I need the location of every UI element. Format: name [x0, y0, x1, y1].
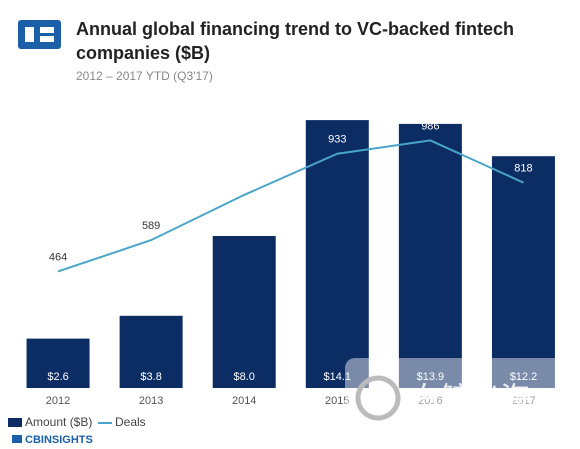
x-tick-label: 2012: [46, 395, 70, 407]
x-tick-label: 2015: [325, 395, 349, 407]
data-label: 933: [328, 134, 346, 146]
x-tick-label: 2016: [418, 395, 442, 407]
legend-label: Amount ($B): [25, 415, 92, 429]
x-tick-label: 2013: [139, 395, 163, 407]
data-label: 818: [514, 163, 532, 175]
data-label: 769: [235, 175, 253, 187]
value-label: $12.2: [510, 371, 538, 383]
source-logo-icon: [12, 435, 22, 443]
logo: [18, 20, 61, 49]
bar: [26, 338, 90, 388]
value-label: $14.1: [324, 371, 352, 383]
chart-title: Annual global financing trend to VC-back…: [76, 19, 514, 39]
source-logo: CBINSIGHTS: [25, 434, 93, 446]
data-label: 986: [421, 120, 439, 132]
watermark: 白鲸出海: [345, 358, 571, 440]
bar: [212, 236, 276, 388]
legend-swatch: [8, 418, 22, 427]
chart-title: companies ($B): [76, 43, 210, 63]
value-label: $2.6: [47, 371, 68, 383]
data-label: 464: [49, 251, 67, 263]
bar: [491, 156, 555, 388]
line: [57, 139, 524, 273]
bar: [119, 315, 183, 388]
data-label: 589: [142, 220, 160, 232]
value-label: $8.0: [233, 371, 254, 383]
plot: 2012 2013 2014 2015 2016 2017 $2.6 $3.8 $8.0 $14.…: [26, 120, 555, 407]
watermark-text: 白鲸出海: [410, 382, 530, 417]
bar: [398, 123, 462, 389]
value-label: $3.8: [140, 371, 161, 383]
chart-subtitle: 2012 – 2017 YTD (Q3'17): [76, 69, 213, 83]
value-label: $13.9: [417, 371, 445, 383]
x-tick-label: 2017: [511, 395, 535, 407]
bar: [305, 120, 369, 388]
x-tick-label: 2014: [232, 395, 256, 407]
legend-label: Deals: [115, 415, 146, 429]
